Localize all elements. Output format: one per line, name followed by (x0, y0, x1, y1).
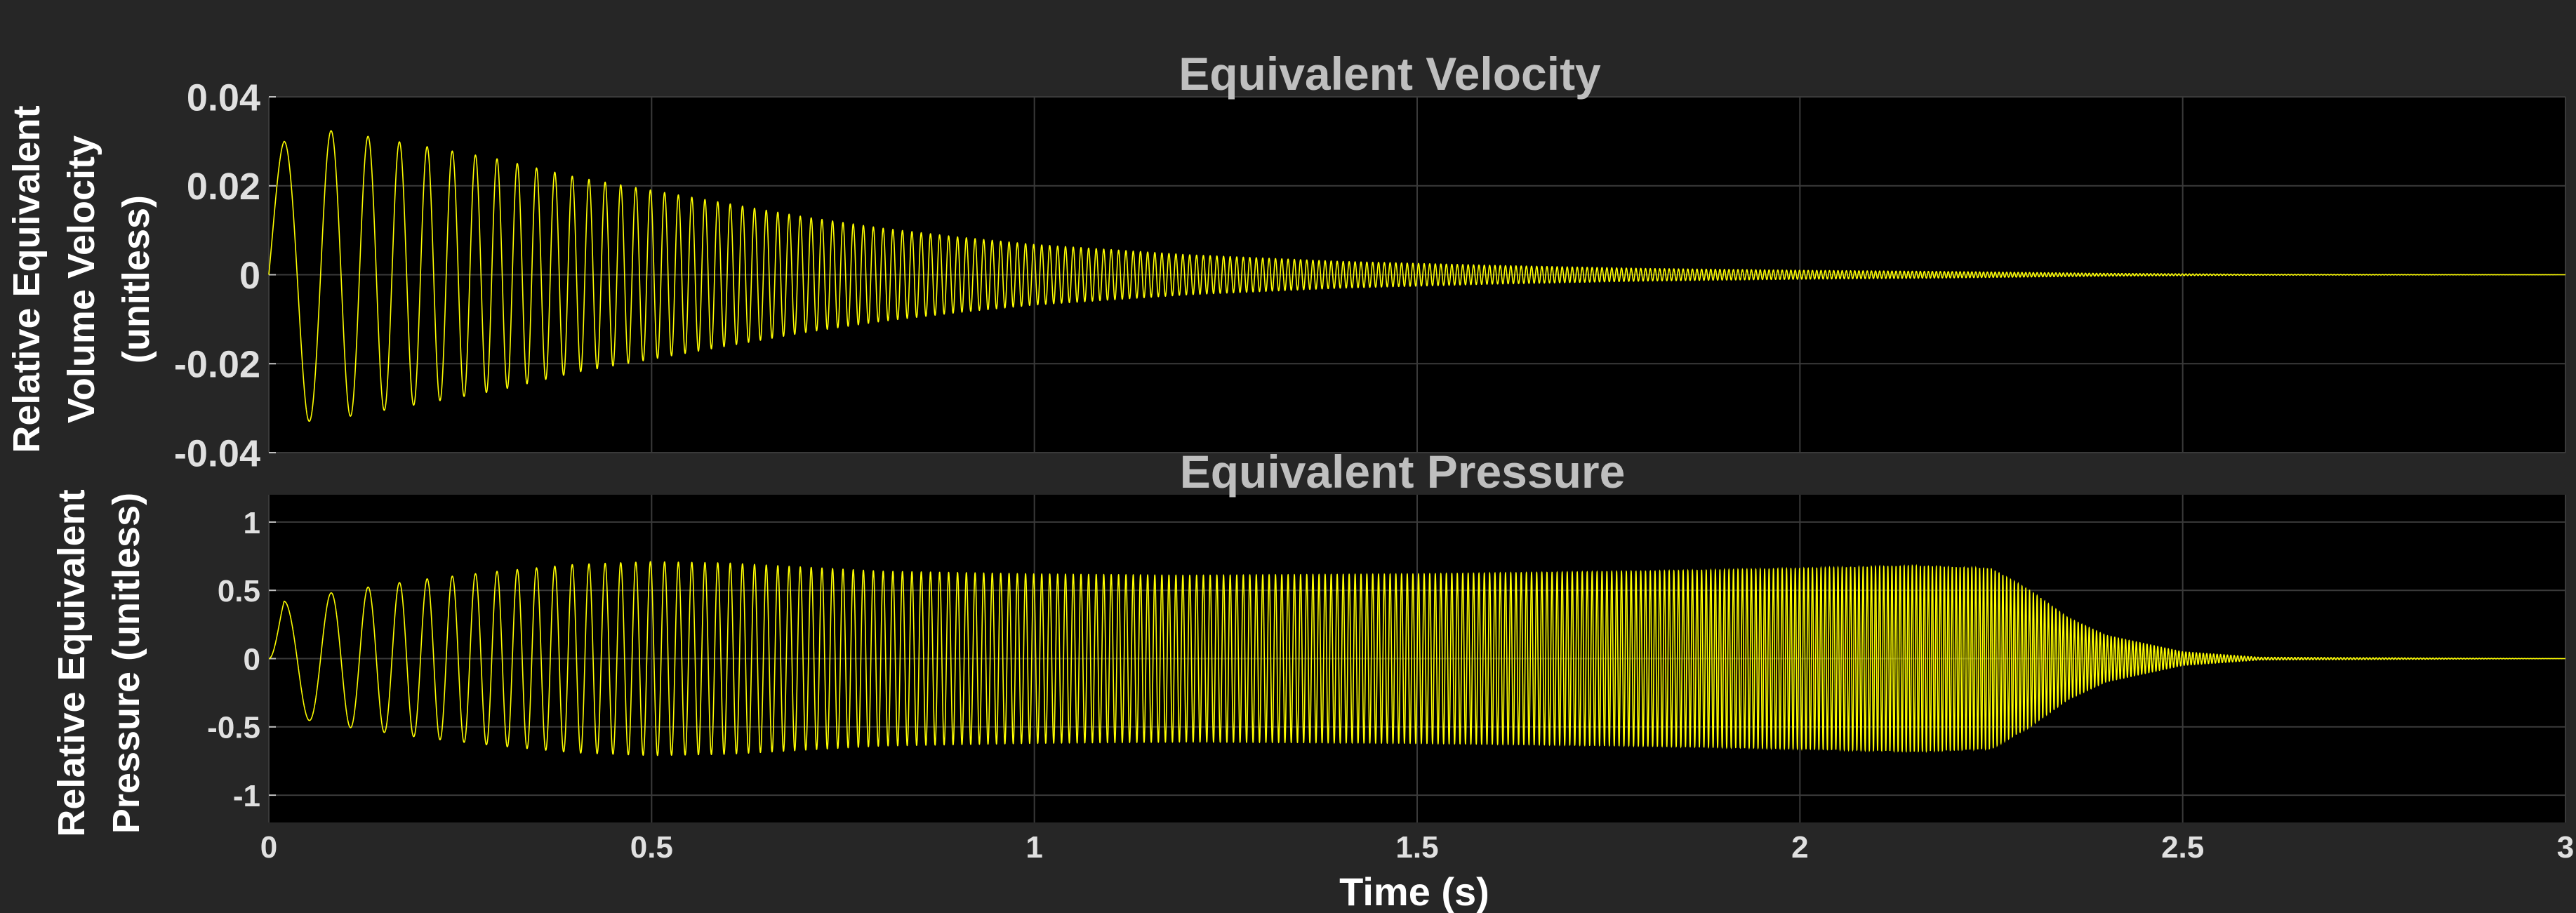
y-tick-label: -0.02 (174, 344, 260, 386)
pressure-panel: 10.50-0.5-10 0.5 1 1.5 2 2.5 3 Equivalent Pres… (51, 446, 2574, 913)
pressure-trace (268, 561, 2565, 757)
pressure-y-label-line-2: Pressure (unitless) (105, 493, 147, 834)
y-tick-label: 0 (244, 642, 260, 677)
pressure-ticks: 10.50-0.5-10 0.5 1 1.5 2 2.5 3 (207, 506, 2574, 865)
y-tick-label: 0.5 (218, 574, 260, 608)
x-tick-label: 0 (260, 830, 277, 865)
x-tick-label: 1.5 (1395, 830, 1438, 865)
x-tick-label: 1 (1025, 830, 1042, 865)
y-tick-label: 0 (239, 255, 260, 297)
pressure-y-axis-label: Relative Equivalent Pressure (unitless) (51, 489, 147, 837)
velocity-y-label-line-2: Volume Velocity (60, 135, 102, 423)
x-tick-label: 0.5 (630, 830, 673, 865)
velocity-chart-title: Equivalent Velocity (1179, 48, 1601, 100)
velocity-y-label-line-3: (unitless) (115, 195, 157, 364)
velocity-ticks: 0.04 0.02 0 -0.02 -0.04 (174, 76, 276, 474)
velocity-y-axis-label: Relative Equivalent Volume Velocity (uni… (6, 105, 157, 453)
velocity-y-label-line-1: Relative Equivalent (6, 105, 48, 453)
x-axis-label: Time (s) (1339, 869, 1489, 913)
x-tick-label: 2 (1791, 830, 1808, 865)
y-tick-label: -0.04 (174, 432, 260, 474)
velocity-trace (268, 130, 2565, 422)
x-tick-label: 2.5 (2161, 830, 2204, 865)
pressure-y-label-line-1: Relative Equivalent (51, 489, 93, 837)
y-tick-label: 1 (244, 506, 260, 540)
pressure-chart-title: Equivalent Pressure (1180, 446, 1626, 498)
y-tick-label: -0.5 (207, 711, 260, 745)
velocity-panel: 0.040.020-0.02-0.04 Equivalent Velocity … (6, 48, 2566, 474)
y-tick-label: -1 (233, 779, 260, 813)
y-tick-label: 0.02 (187, 166, 260, 208)
x-tick-label: 3 (2557, 830, 2574, 865)
y-tick-label: 0.04 (187, 76, 260, 119)
